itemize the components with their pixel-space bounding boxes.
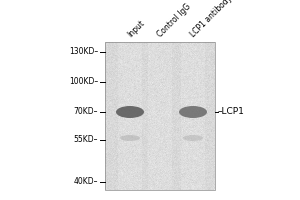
Text: 40KD–: 40KD– bbox=[74, 178, 98, 186]
Ellipse shape bbox=[183, 135, 203, 141]
Text: LCP1 antibody: LCP1 antibody bbox=[189, 0, 234, 39]
Text: 70KD–: 70KD– bbox=[74, 108, 98, 116]
Text: 55KD–: 55KD– bbox=[74, 136, 98, 144]
Text: Control IgG: Control IgG bbox=[156, 2, 193, 39]
Text: 100KD–: 100KD– bbox=[69, 77, 98, 86]
Ellipse shape bbox=[120, 135, 140, 141]
Text: 130KD–: 130KD– bbox=[69, 47, 98, 56]
Text: Input: Input bbox=[126, 18, 146, 39]
Ellipse shape bbox=[179, 106, 207, 118]
Text: –LCP1: –LCP1 bbox=[218, 108, 245, 116]
Bar bbox=[105, 42, 215, 190]
Ellipse shape bbox=[116, 106, 144, 118]
